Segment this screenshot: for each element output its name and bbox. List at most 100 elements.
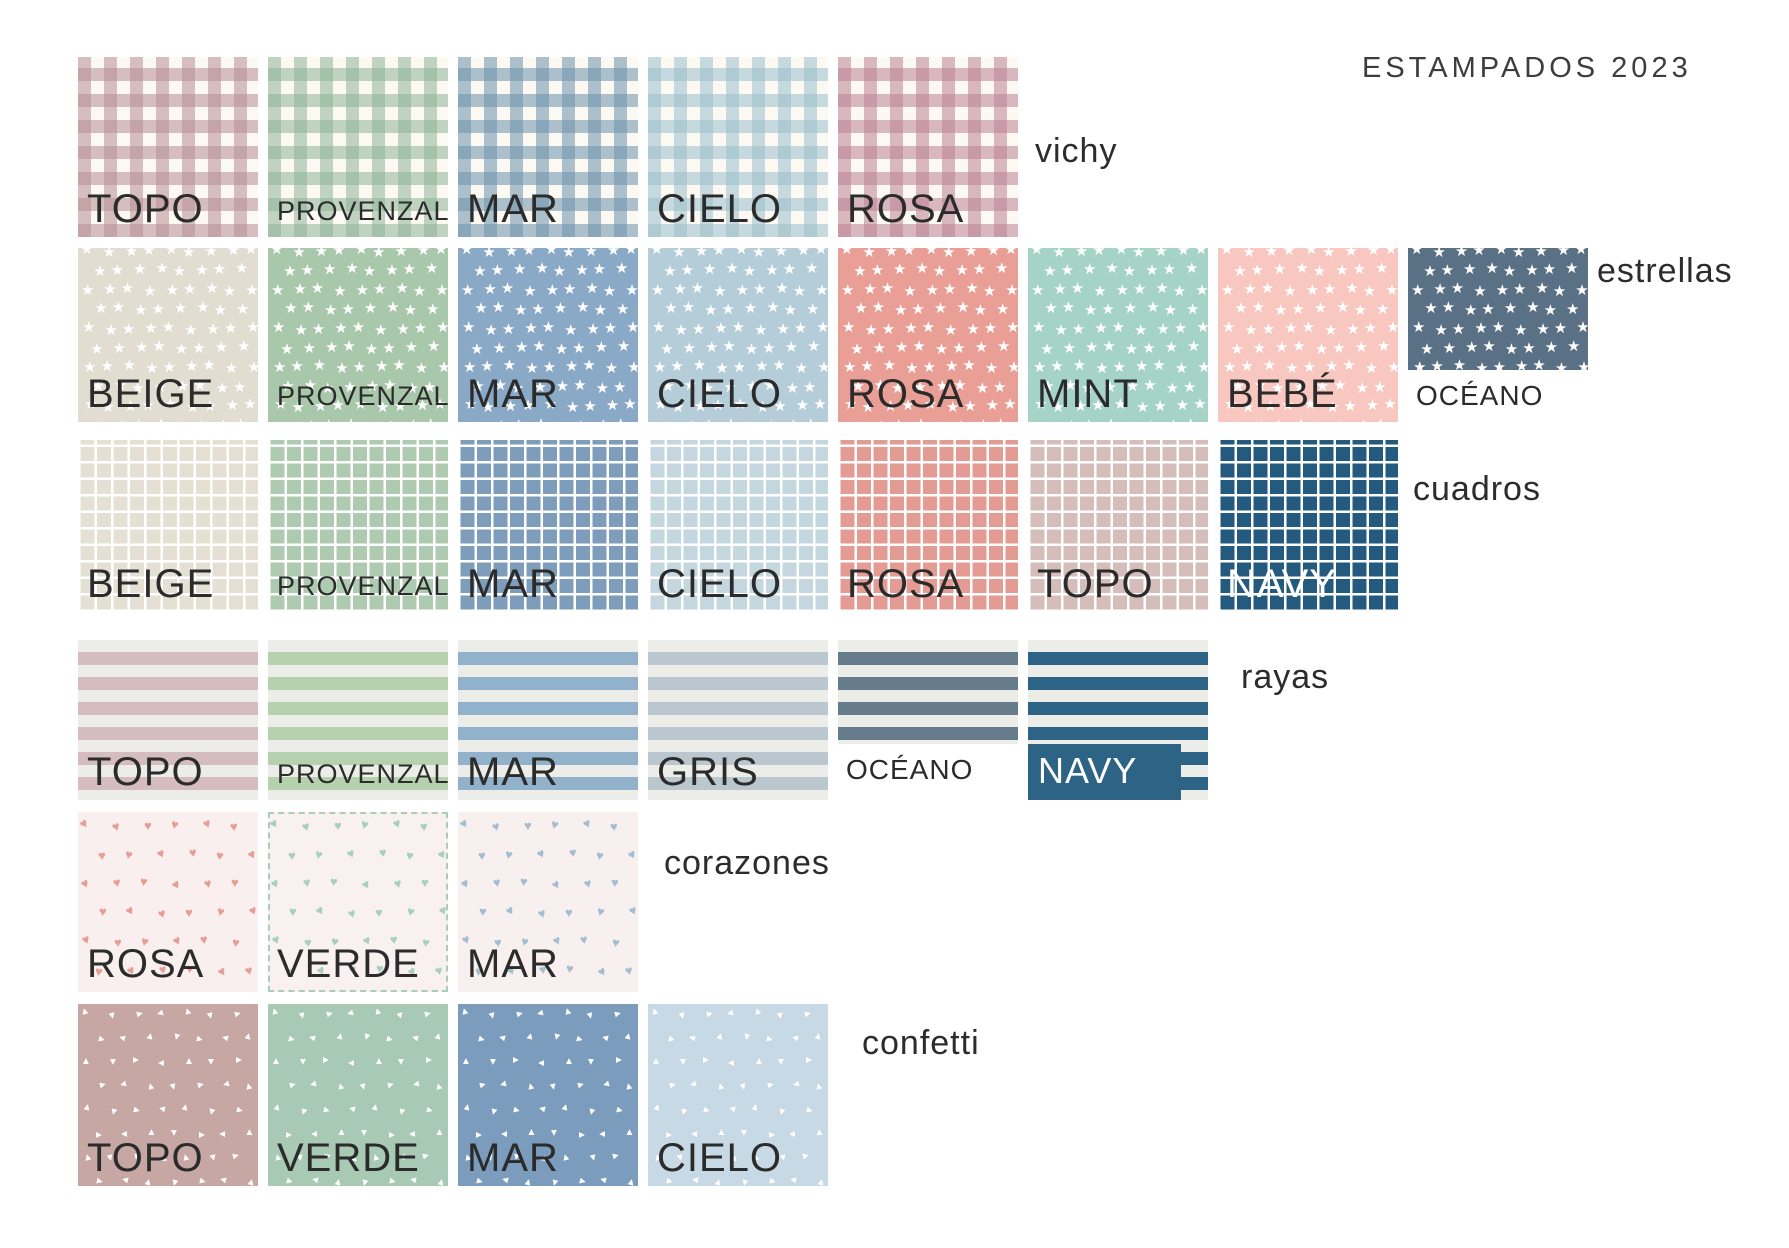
- star-icon: ★: [100, 358, 114, 376]
- star-icon: ★: [435, 281, 448, 299]
- star-icon: ★: [921, 318, 936, 336]
- star-icon: ★: [624, 248, 638, 258]
- star-icon: ★: [1004, 248, 1018, 258]
- heart-icon: ♥: [580, 815, 594, 832]
- star-icon: ★: [584, 248, 598, 260]
- star-icon: ★: [872, 340, 887, 357]
- star-icon: ★: [294, 321, 308, 339]
- heart-icon: ♥: [78, 815, 92, 832]
- star-icon: ★: [982, 282, 997, 300]
- star-icon: ★: [433, 396, 447, 414]
- star-icon: ★: [523, 282, 537, 300]
- star-icon: ★: [1146, 299, 1160, 317]
- star-icon: ★: [985, 397, 1000, 415]
- star-icon: ★: [212, 261, 227, 279]
- star-icon: ★: [272, 318, 286, 336]
- star-icon: ★: [752, 248, 766, 261]
- star-icon: ★: [944, 321, 958, 339]
- triangle-icon: ▲: [509, 1103, 524, 1117]
- heart-icon: ♥: [230, 874, 239, 891]
- star-icon: ★: [502, 357, 517, 375]
- star-icon: ★: [1420, 341, 1434, 358]
- star-icon: ★: [1104, 417, 1117, 422]
- star-icon: ★: [284, 300, 298, 318]
- star-icon: ★: [481, 399, 495, 417]
- triangle-icon: ▲: [485, 1008, 499, 1023]
- star-icon: ★: [80, 248, 94, 258]
- triangle-icon: ▲: [586, 1150, 600, 1165]
- star-icon: ★: [195, 262, 209, 280]
- triangle-icon: ▲: [702, 1007, 717, 1021]
- star-icon: ★: [1115, 281, 1130, 299]
- star-icon: ★: [1102, 338, 1116, 355]
- star-icon: ★: [986, 248, 1001, 259]
- heart-icon: ♥: [214, 963, 230, 980]
- star-icon: ★: [376, 399, 390, 417]
- star-icon: ★: [756, 399, 770, 417]
- swatch-label-rosa: ROSA: [847, 372, 965, 416]
- swatch-confetti-verde: ▲ ▲ ▲ ▲ ▲ ▲ ▲ ▲ ▲ ▲ ▲ ▲ ▲ ▲ ▲ ▲ ▲ ▲ ▲ ▲ ▲ ▲ ▲ ▲ ▲ ▲ ▲ ▲ ▲ ▲ ▲ ▲ ▲ ▲ ▲ ▲ ▲ ▲ ▲ ▲…: [268, 1004, 448, 1186]
- star-icon: ★: [311, 320, 326, 338]
- star-icon: ★: [923, 396, 938, 414]
- swatch-label-topo: TOPO: [1037, 562, 1154, 606]
- star-icon: ★: [1221, 281, 1235, 299]
- triangle-icon: ▲: [773, 1008, 787, 1023]
- star-icon: ★: [572, 340, 586, 357]
- star-icon: ★: [934, 341, 949, 358]
- triangle-icon: ▲: [458, 1004, 472, 1019]
- star-icon: ★: [1442, 340, 1457, 357]
- heart-icon: ♥: [390, 815, 404, 832]
- triangle-icon: ▲: [699, 1055, 711, 1065]
- group-label-confetti: confetti: [862, 1024, 980, 1062]
- triangle-icon: ▲: [475, 1078, 489, 1092]
- star-icon: ★: [851, 377, 865, 395]
- triangle-icon: ▲: [216, 1173, 230, 1186]
- star-icon: ★: [1040, 341, 1054, 358]
- heart-icon: ♥: [594, 963, 610, 980]
- star-icon: ★: [966, 320, 980, 338]
- heart-icon: ♥: [358, 876, 374, 893]
- triangle-icon: ▲: [431, 1029, 444, 1044]
- star-icon: ★: [946, 399, 960, 417]
- heart-icon: ♥: [345, 905, 358, 922]
- star-icon: ★: [1441, 299, 1456, 317]
- star-icon: ★: [120, 279, 135, 297]
- star-icon: ★: [192, 340, 206, 357]
- star-icon: ★: [172, 263, 187, 281]
- star-icon: ★: [1231, 377, 1245, 395]
- star-icon: ★: [291, 399, 305, 417]
- star-icon: ★: [895, 339, 909, 356]
- star-icon: ★: [484, 321, 498, 339]
- swatch-label-mint: MINT: [1037, 372, 1139, 416]
- triangle-icon: ▲: [232, 1055, 244, 1065]
- star-icon: ★: [852, 420, 865, 422]
- heart-icon: ♥: [567, 844, 578, 861]
- triangle-icon: ▲: [206, 1056, 216, 1067]
- swatch-label-provenzal: PROVENZAL: [277, 571, 448, 601]
- star-icon: ★: [153, 378, 167, 396]
- triangle-icon: ▲: [650, 1100, 664, 1115]
- triangle-icon: ▲: [81, 1056, 91, 1067]
- star-icon: ★: [243, 396, 257, 414]
- star-icon: ★: [1412, 318, 1426, 336]
- triangle-icon: ▲: [610, 1007, 625, 1021]
- triangle-icon: ▲: [434, 1127, 445, 1138]
- star-icon: ★: [1481, 301, 1495, 319]
- page-title: ESTAMPADOS 2023: [1362, 52, 1692, 84]
- triangle-icon: ▲: [216, 1129, 228, 1139]
- star-icon: ★: [463, 359, 477, 377]
- star-icon: ★: [1410, 248, 1424, 258]
- star-icon: ★: [952, 340, 966, 357]
- star-icon: ★: [1325, 358, 1339, 376]
- star-icon: ★: [1252, 340, 1267, 357]
- star-icon: ★: [314, 248, 329, 260]
- star-icon: ★: [1152, 357, 1166, 375]
- star-icon: ★: [1313, 300, 1328, 318]
- star-icon: ★: [184, 321, 198, 339]
- star-icon: ★: [1071, 320, 1086, 338]
- swatch-label-océano: OCÉANO: [1416, 380, 1544, 411]
- swatch-cuadros-rosa: ROSA: [838, 440, 1018, 612]
- triangle-icon: ▲: [322, 1007, 337, 1021]
- heart-icon: ♥: [111, 874, 123, 891]
- star-icon: ★: [407, 418, 420, 422]
